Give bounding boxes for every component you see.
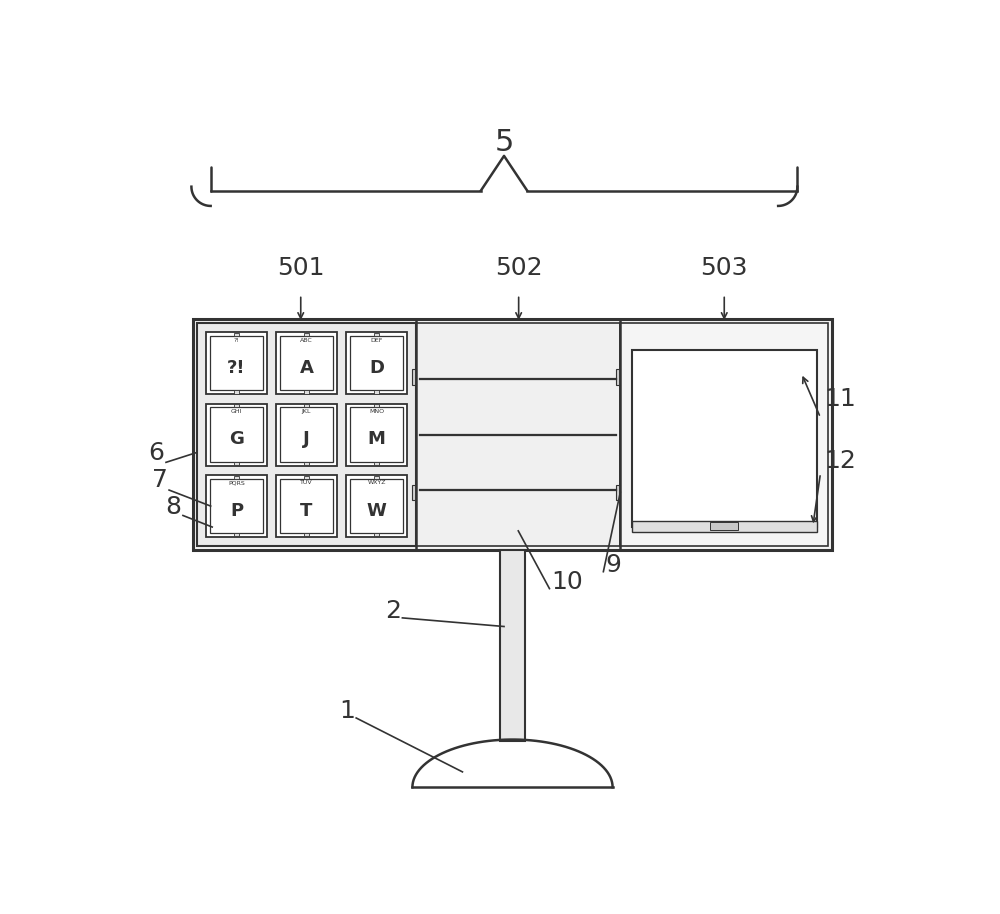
Text: DEF: DEF: [370, 337, 383, 343]
Text: 1: 1: [339, 699, 355, 723]
Text: PQRS: PQRS: [228, 480, 245, 485]
Bar: [374, 333, 379, 336]
Text: ?!: ?!: [233, 337, 239, 343]
Bar: [276, 475, 337, 537]
Bar: [280, 336, 333, 390]
Text: MNO: MNO: [369, 409, 384, 414]
Bar: [616, 369, 624, 385]
Text: ABC: ABC: [300, 337, 313, 343]
Text: M: M: [368, 430, 386, 448]
Text: GHI: GHI: [231, 409, 242, 414]
Text: 10: 10: [551, 569, 583, 593]
Text: A: A: [300, 359, 313, 377]
Bar: [350, 479, 403, 533]
Text: T: T: [300, 502, 313, 519]
Bar: [304, 390, 309, 394]
Bar: [632, 521, 817, 532]
Bar: [210, 336, 263, 390]
Text: 501: 501: [277, 256, 324, 281]
Text: G: G: [229, 430, 244, 448]
Bar: [374, 462, 379, 465]
Bar: [197, 323, 416, 547]
Bar: [234, 462, 239, 465]
Bar: [620, 323, 828, 547]
Bar: [276, 332, 337, 394]
Bar: [234, 533, 239, 537]
Bar: [304, 404, 309, 408]
Text: P: P: [230, 502, 243, 519]
Bar: [210, 408, 263, 462]
Bar: [304, 333, 309, 336]
Bar: [346, 332, 407, 394]
Text: WXYZ: WXYZ: [367, 480, 386, 485]
Bar: [500, 550, 525, 741]
Bar: [276, 404, 337, 465]
Bar: [210, 479, 263, 533]
Bar: [350, 336, 403, 390]
Bar: [304, 475, 309, 479]
Bar: [350, 408, 403, 462]
Text: JKL: JKL: [302, 409, 311, 414]
Bar: [234, 333, 239, 336]
Bar: [616, 484, 624, 500]
Text: 2: 2: [385, 599, 401, 622]
Text: 9: 9: [605, 553, 621, 577]
Bar: [374, 404, 379, 408]
Bar: [710, 523, 738, 530]
Bar: [374, 390, 379, 394]
Text: W: W: [367, 502, 387, 519]
Bar: [412, 369, 420, 385]
Bar: [374, 533, 379, 537]
Bar: [304, 462, 309, 465]
Text: D: D: [369, 359, 384, 377]
Bar: [346, 404, 407, 465]
Bar: [206, 475, 267, 537]
Bar: [374, 475, 379, 479]
Text: 5: 5: [494, 128, 514, 156]
Text: 8: 8: [165, 494, 181, 519]
Text: 7: 7: [152, 468, 168, 492]
Bar: [416, 323, 620, 547]
Text: TUV: TUV: [300, 480, 313, 485]
Bar: [206, 332, 267, 394]
Text: 502: 502: [495, 256, 542, 281]
Text: 503: 503: [700, 256, 748, 281]
Text: ?!: ?!: [227, 359, 246, 377]
Bar: [193, 319, 832, 550]
Text: 11: 11: [824, 388, 856, 411]
Bar: [234, 390, 239, 394]
Bar: [280, 408, 333, 462]
Bar: [234, 475, 239, 479]
Text: 6: 6: [148, 441, 164, 465]
Bar: [280, 479, 333, 533]
Text: J: J: [303, 430, 310, 448]
Bar: [234, 404, 239, 408]
Bar: [632, 350, 817, 527]
Bar: [346, 475, 407, 537]
Bar: [304, 533, 309, 537]
Bar: [206, 404, 267, 465]
Bar: [412, 484, 420, 500]
Text: 12: 12: [824, 449, 856, 473]
